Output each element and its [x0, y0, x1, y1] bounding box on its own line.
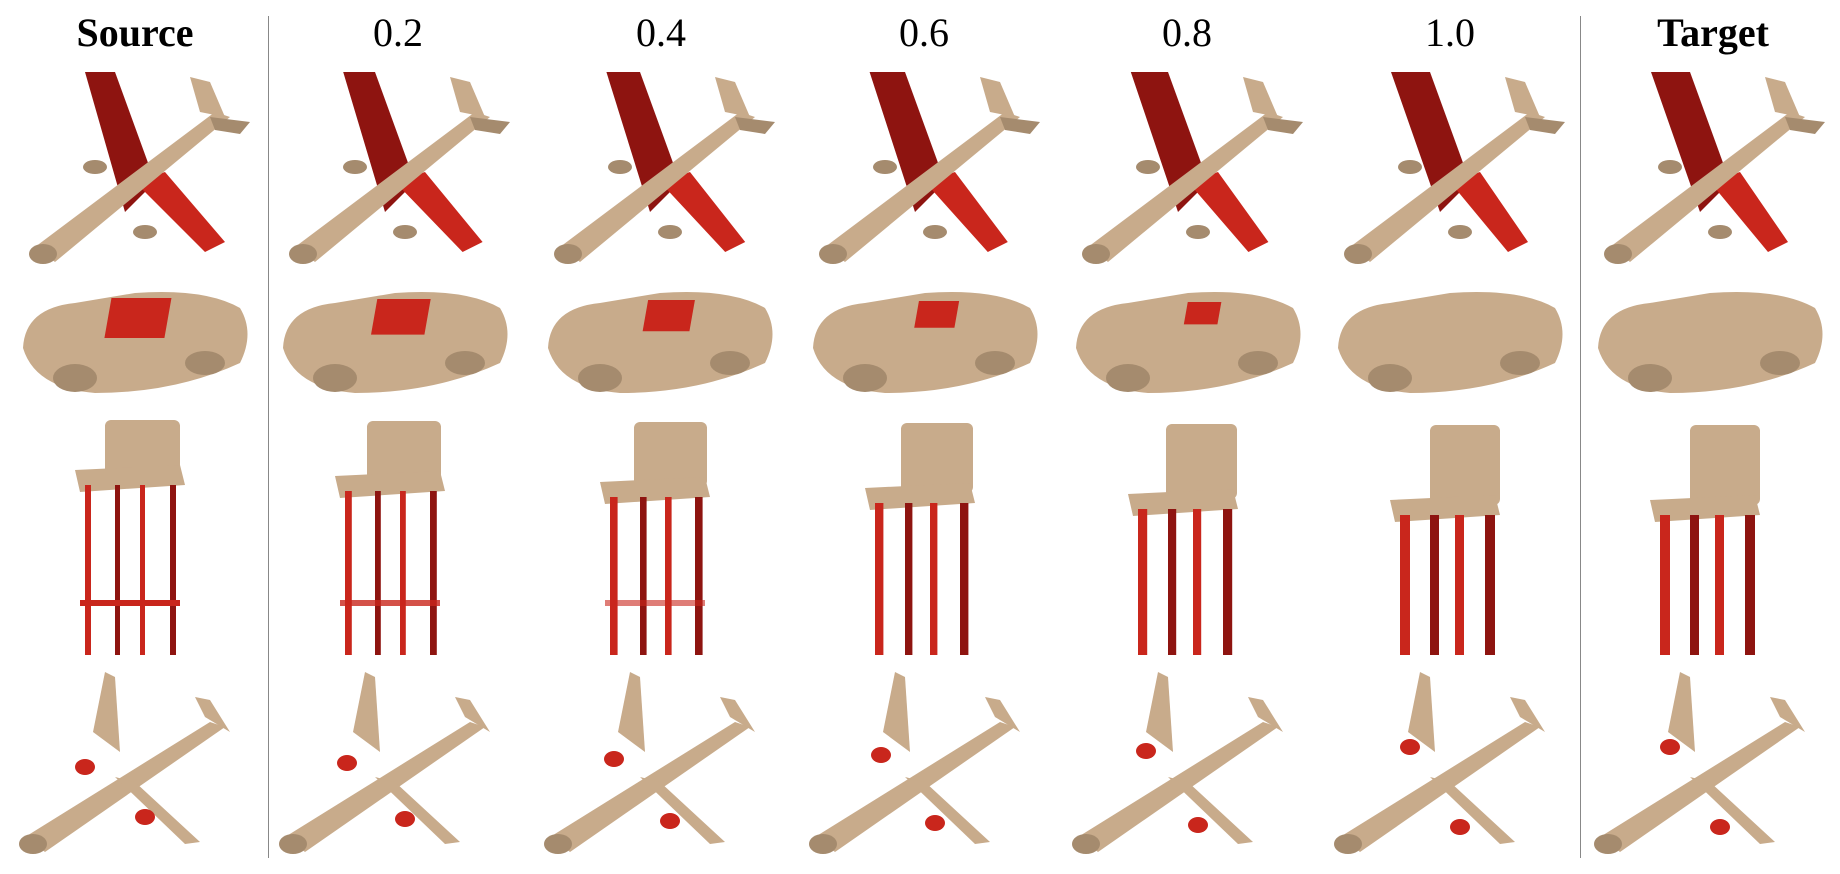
- chair-t02-svg: [335, 421, 445, 655]
- chair-t08-svg: [1128, 424, 1238, 655]
- airplane-2-t08-svg: [1072, 672, 1283, 854]
- car-t10-pointcloud: [1325, 278, 1580, 418]
- header-0-4: 0.4: [636, 10, 686, 55]
- airplane-1-source-svg: [29, 72, 250, 264]
- car-t08-pointcloud: [1063, 278, 1318, 418]
- airplane-2-target-pointcloud: [1585, 672, 1840, 862]
- airplane-2-t06-svg: [809, 672, 1020, 854]
- separator-right: [1580, 16, 1581, 858]
- header-1-0: 1.0: [1425, 10, 1475, 55]
- car-t04-svg: [548, 292, 773, 393]
- header-target: Target: [1657, 10, 1769, 55]
- airplane-2-t04-pointcloud: [535, 672, 790, 862]
- chair-source-svg: [75, 420, 185, 655]
- chair-t10-pointcloud: [1325, 410, 1580, 670]
- airplane-1-t02-svg: [289, 72, 510, 264]
- car-source-svg: [23, 292, 248, 393]
- car-t06-pointcloud: [800, 278, 1055, 418]
- airplane-1-t10-svg: [1344, 72, 1565, 264]
- airplane-1-t08-pointcloud: [1063, 72, 1318, 272]
- car-source-pointcloud: [10, 278, 265, 418]
- airplane-2-t04-svg: [544, 672, 755, 854]
- airplane-1-target-svg: [1604, 72, 1825, 264]
- airplane-1-t02-pointcloud: [270, 72, 525, 272]
- car-t08-svg: [1076, 292, 1301, 393]
- airplane-2-t06-pointcloud: [800, 672, 1055, 862]
- car-t02-pointcloud: [270, 278, 525, 418]
- separator-left: [268, 16, 269, 858]
- car-t10-svg: [1338, 292, 1563, 393]
- airplane-1-t04-svg: [554, 72, 775, 264]
- chair-t06-pointcloud: [800, 410, 1055, 670]
- airplane-2-t02-svg: [279, 672, 490, 854]
- chair-t10-svg: [1390, 425, 1500, 655]
- chair-t02-pointcloud: [270, 410, 525, 670]
- airplane-1-target-pointcloud: [1585, 72, 1840, 272]
- airplane-1-t10-pointcloud: [1325, 72, 1580, 272]
- header-0-6: 0.6: [899, 10, 949, 55]
- airplane-2-target-svg: [1594, 672, 1805, 854]
- car-t06-svg: [813, 292, 1038, 393]
- airplane-2-t02-pointcloud: [270, 672, 525, 862]
- car-target-pointcloud: [1585, 278, 1840, 418]
- chair-source-pointcloud: [10, 410, 265, 670]
- airplane-2-t08-pointcloud: [1063, 672, 1318, 862]
- chair-t04-svg: [600, 422, 710, 655]
- airplane-2-source-pointcloud: [10, 672, 265, 862]
- airplane-2-t10-pointcloud: [1325, 672, 1580, 862]
- car-target-svg: [1598, 292, 1823, 393]
- airplane-1-t04-pointcloud: [535, 72, 790, 272]
- airplane-2-t10-svg: [1334, 672, 1545, 854]
- header-0-2: 0.2: [373, 10, 423, 55]
- chair-t08-pointcloud: [1063, 410, 1318, 670]
- chair-t06-svg: [865, 423, 975, 655]
- chair-t04-pointcloud: [535, 410, 790, 670]
- car-t02-svg: [283, 292, 508, 393]
- airplane-1-source-pointcloud: [10, 72, 265, 272]
- chair-target-svg: [1650, 425, 1760, 655]
- car-t04-pointcloud: [535, 278, 790, 418]
- airplane-1-t06-pointcloud: [800, 72, 1055, 272]
- chair-target-pointcloud: [1585, 410, 1840, 670]
- header-source: Source: [76, 10, 194, 55]
- airplane-2-source-svg: [19, 672, 230, 854]
- header-0-8: 0.8: [1162, 10, 1212, 55]
- airplane-1-t08-svg: [1082, 72, 1303, 264]
- airplane-1-t06-svg: [819, 72, 1040, 264]
